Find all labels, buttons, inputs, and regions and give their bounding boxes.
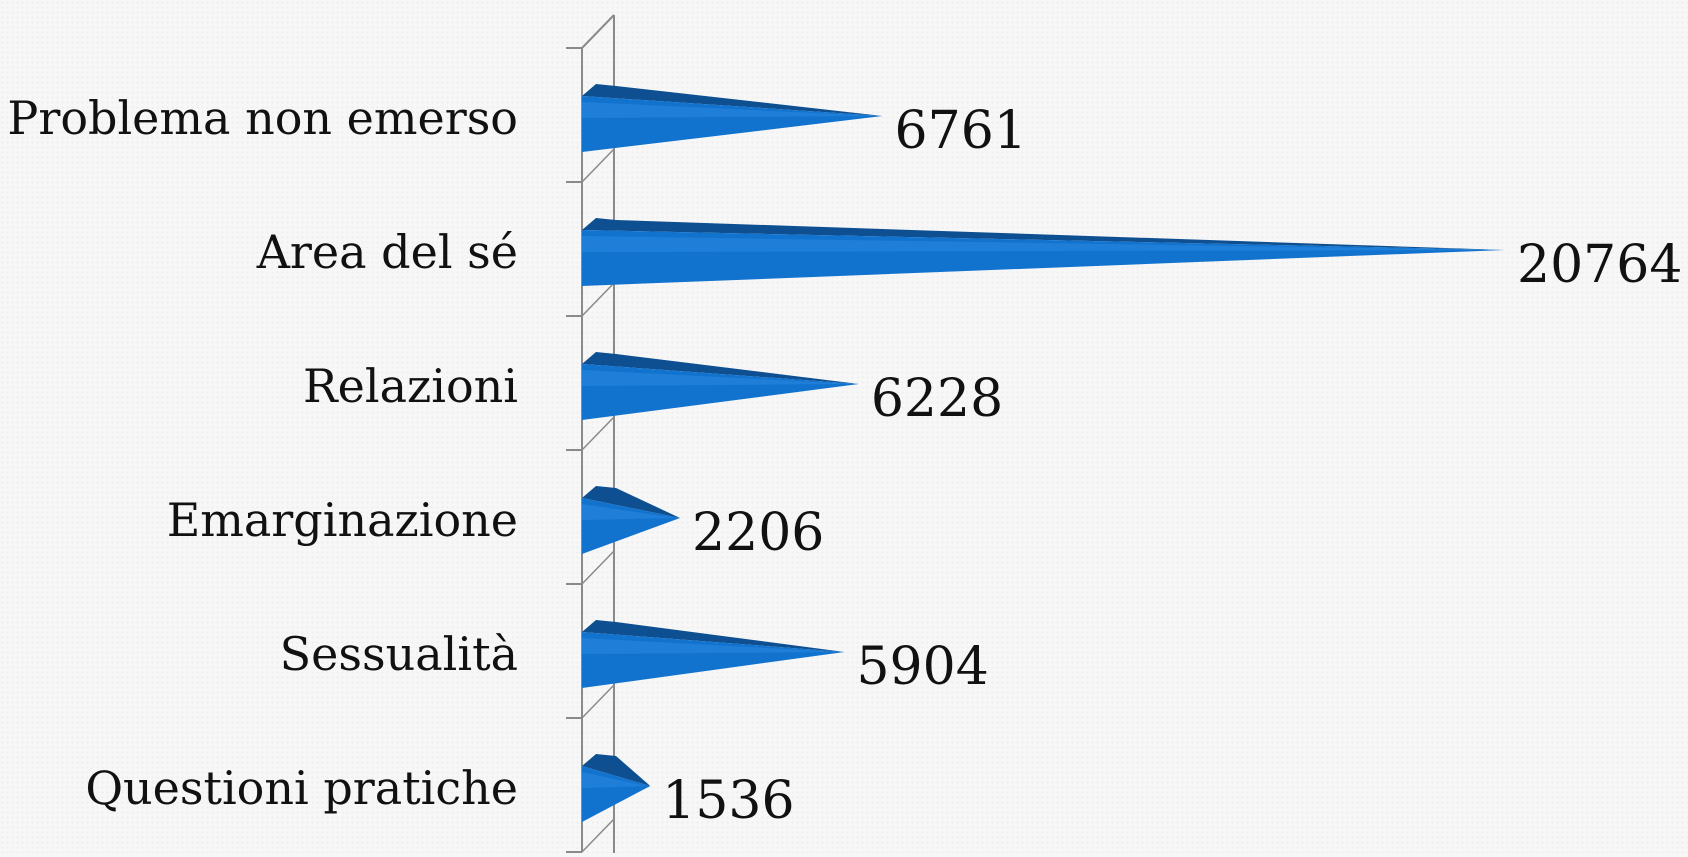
axis-depth-tick xyxy=(581,148,615,183)
bar xyxy=(582,230,1505,286)
bar-top xyxy=(582,84,883,116)
bar-highlight xyxy=(582,772,647,788)
bar-top xyxy=(582,620,845,652)
bar xyxy=(582,364,859,420)
axis-depth-tick xyxy=(581,684,615,719)
value-label: 6761 xyxy=(895,101,1027,161)
category-label: Questioni pratiche xyxy=(85,761,518,815)
bar xyxy=(582,632,845,688)
bar-top xyxy=(582,352,859,384)
bar-highlight xyxy=(582,370,855,386)
axis-depth-tick xyxy=(581,282,615,317)
bar xyxy=(582,498,681,554)
category-label: Area del sé xyxy=(256,225,518,279)
axis-depth-tick xyxy=(581,416,615,451)
value-label: 5904 xyxy=(856,637,988,697)
bar-highlight xyxy=(582,638,841,654)
bar-highlight xyxy=(582,504,677,520)
value-label: 20764 xyxy=(1517,235,1682,295)
bar xyxy=(582,766,651,822)
bar-highlight xyxy=(582,236,1501,252)
bar-highlight xyxy=(582,102,879,118)
value-label: 2206 xyxy=(692,503,824,563)
bar xyxy=(582,96,883,152)
category-label: Relazioni xyxy=(303,359,518,413)
bar-top xyxy=(582,486,681,518)
axis-depth-tick xyxy=(581,550,615,585)
axis-depth-top xyxy=(581,14,615,49)
value-label: 1536 xyxy=(662,771,794,831)
bars-layer xyxy=(582,84,1505,822)
value-label: 6228 xyxy=(871,369,1003,429)
labels-layer: Problema non emerso 6761 Area del sé 20764 R… xyxy=(7,91,1682,831)
axis-layer xyxy=(566,14,615,857)
bar-top xyxy=(582,754,651,786)
category-label: Emarginazione xyxy=(167,493,518,547)
axis-depth-tick xyxy=(581,818,615,853)
category-label: Problema non emerso xyxy=(7,91,518,145)
category-label: Sessualità xyxy=(280,627,518,681)
